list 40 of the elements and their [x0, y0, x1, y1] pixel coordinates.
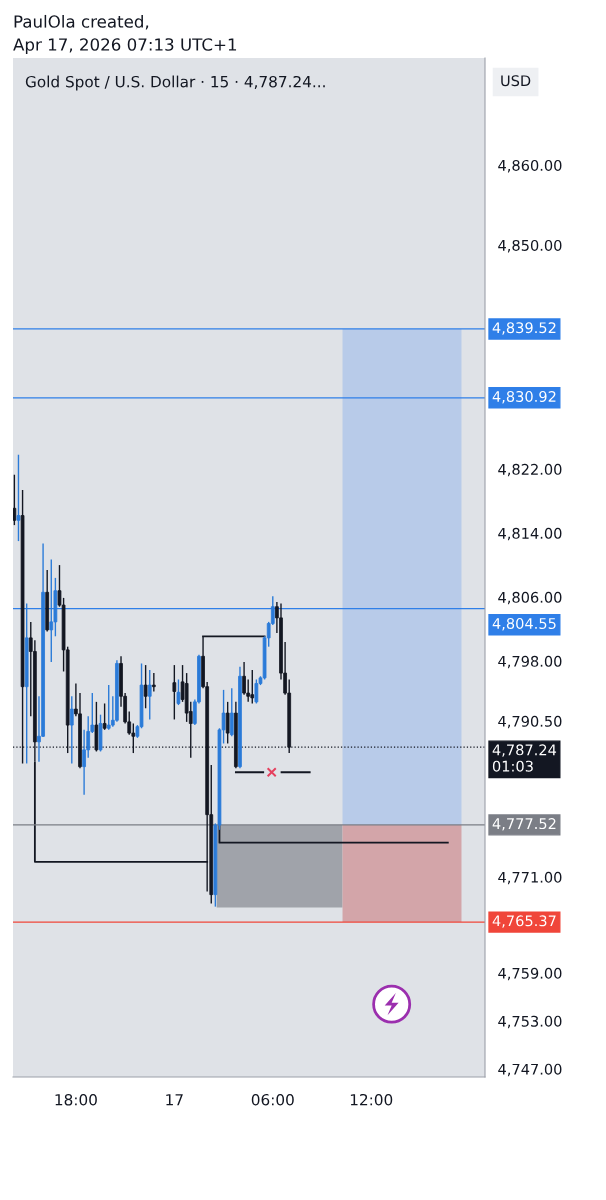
y-tick-label: 4,798.00: [498, 655, 562, 669]
ref-line-label: 4,839.52: [492, 322, 556, 335]
y-tick-label: 4,814.00: [498, 527, 562, 541]
ref-line-label: 4,804.55: [492, 617, 556, 631]
text: PaulOla created,: [14, 14, 149, 30]
candlestick: [176, 678, 181, 706]
x-tick-label: 06:00: [251, 1093, 294, 1106]
candlestick: [16, 454, 21, 542]
y-tick-label: 4,753.00: [498, 1015, 562, 1029]
text: Gold Spot / U.S. Dollar · 15 · 4,787.24...: [25, 75, 325, 91]
x-tick-label: 18:00: [55, 1093, 97, 1106]
candlestick: [225, 701, 230, 745]
candlestick: [143, 664, 148, 709]
x-tick-label: 17: [166, 1094, 183, 1106]
candlestick: [49, 558, 54, 663]
y-tick-label: 4,771.00: [498, 871, 562, 885]
y-tick-label: 4,759.00: [498, 967, 562, 981]
ref-line-label: 4,765.37: [492, 915, 556, 928]
y-axis-title: USD: [501, 75, 531, 87]
text: Apr 17, 2026 07:13 UTC+1: [13, 38, 237, 55]
ref-line-label: 4,830.92: [492, 390, 556, 404]
candlestick: [229, 687, 234, 737]
y-tick-label: 4,850.00: [498, 239, 562, 253]
candlestick: [102, 702, 107, 731]
candlestick: [172, 664, 177, 721]
candlestick: [13, 474, 17, 526]
y-tick-label: 4,790.50: [498, 715, 562, 729]
candlestick: [106, 684, 111, 731]
candlestick: [151, 672, 156, 693]
x-tick-label: 12:00: [350, 1093, 393, 1106]
candlestick: [147, 669, 152, 721]
candlestick: [82, 729, 86, 796]
y-tick-label: 4,747.00: [498, 1063, 562, 1077]
y-tick-label: 4,822.00: [498, 463, 562, 477]
ref-line-label: 4,787.24 01:03: [492, 744, 557, 772]
candlestick: [69, 695, 74, 765]
y-tick-label: 4,860.00: [498, 159, 562, 173]
ref-line-label: 4,777.52: [492, 818, 556, 831]
y-tick-label: 4,806.00: [498, 591, 562, 605]
candlestick: [250, 669, 255, 705]
